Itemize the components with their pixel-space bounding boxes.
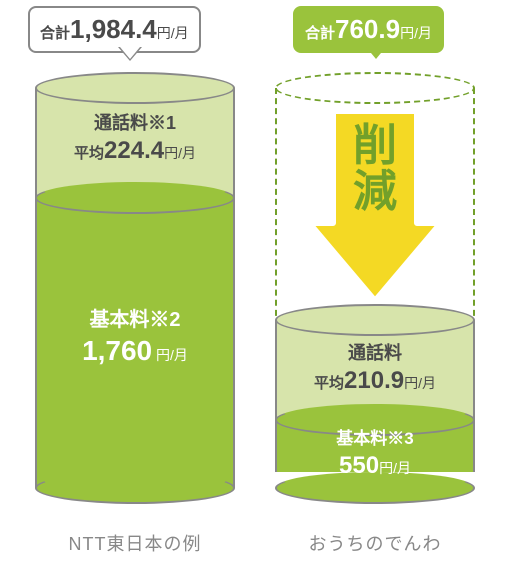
right-base-name: 基本料※3 — [275, 428, 475, 450]
left-call-value: 224.4 — [104, 137, 164, 164]
left-cylinder: 通話料※1 平均224.4円/月 基本料※2 1,760 円/月 — [35, 72, 235, 502]
right-call-name: 通話料 — [275, 342, 475, 365]
right-total-value: 760.9 — [335, 14, 400, 44]
right-call-value: 210.9 — [344, 367, 404, 394]
right-call-prefix: 平均 — [314, 375, 344, 392]
left-total-box: 合計1,984.4円/月 — [28, 6, 201, 53]
right-base-value: 550 — [339, 452, 379, 479]
reduction-arrow: 削 減 — [305, 105, 445, 305]
left-caption: NTT東日本の例 — [35, 530, 235, 556]
left-total-unit: 円/月 — [157, 25, 189, 41]
arrow-text-1: 削 — [353, 121, 397, 170]
left-base-value: 1,760 — [82, 335, 152, 366]
right-call-label: 通話料 平均210.9円/月 — [275, 342, 475, 397]
left-total-value: 1,984.4 — [70, 14, 157, 44]
left-call-unit: 円/月 — [164, 145, 196, 161]
right-total-pointer — [366, 47, 386, 59]
price-comparison-chart: 合計1,984.4円/月 合計760.9円/月 通話料※1 平均224.4円/月… — [0, 0, 510, 564]
left-call-name: 通話料※1 — [35, 112, 235, 135]
arrow-text-2: 減 — [353, 167, 397, 216]
right-cylinder: 通話料 平均210.9円/月 基本料※3 550円/月 — [275, 304, 475, 502]
right-base-unit: 円/月 — [379, 460, 411, 476]
right-base-label: 基本料※3 550円/月 — [275, 428, 475, 481]
left-base-name: 基本料※2 — [35, 307, 235, 333]
left-base-unit: 円/月 — [152, 347, 188, 363]
right-caption: おうちのでんわ — [275, 530, 475, 556]
left-base-label: 基本料※2 1,760 円/月 — [35, 307, 235, 369]
left-call-label: 通話料※1 平均224.4円/月 — [35, 112, 235, 167]
left-call-prefix: 平均 — [74, 145, 104, 162]
left-total-prefix: 合計 — [40, 25, 70, 42]
right-total-prefix: 合計 — [305, 25, 335, 42]
left-total-pointer — [120, 47, 140, 59]
right-total-unit: 円/月 — [400, 25, 432, 41]
right-total-box: 合計760.9円/月 — [293, 6, 444, 53]
right-call-unit: 円/月 — [404, 375, 436, 391]
